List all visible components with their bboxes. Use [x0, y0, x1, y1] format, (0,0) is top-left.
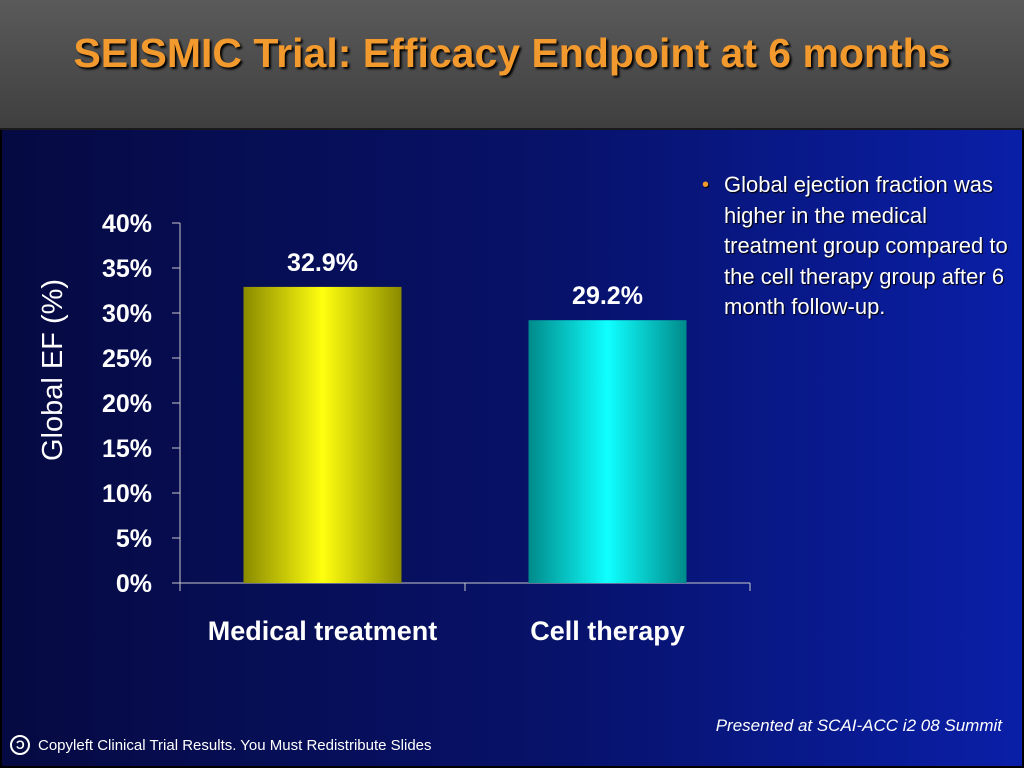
data-label: 32.9% — [287, 249, 358, 277]
bar — [528, 320, 687, 583]
y-tick-label: 30% — [102, 300, 152, 328]
y-tick-label: 10% — [102, 480, 152, 508]
y-tick-label: 0% — [116, 570, 152, 598]
data-label: 29.2% — [572, 282, 643, 310]
x-tick-label: Medical treatment — [208, 616, 438, 646]
y-axis-label: Global EF (%) — [37, 279, 69, 461]
y-tick-label: 5% — [116, 525, 152, 553]
title-bar: SEISMIC Trial: Efficacy Endpoint at 6 mo… — [0, 0, 1024, 130]
y-tick-label: 15% — [102, 435, 152, 463]
x-tick-label: Cell therapy — [530, 616, 685, 646]
y-tick-label: 35% — [102, 255, 152, 283]
bullet-point: • Global ejection fraction was higher in… — [702, 170, 1022, 323]
bullet-text: Global ejection fraction was higher in t… — [724, 172, 1008, 319]
slide-title: SEISMIC Trial: Efficacy Endpoint at 6 mo… — [73, 30, 951, 76]
y-tick-label: 20% — [102, 390, 152, 418]
presented-note: Presented at SCAI-ACC i2 08 Summit — [715, 716, 1002, 735]
copyleft-icon: C — [10, 735, 30, 755]
footer: C Copyleft Clinical Trial Results. You M… — [10, 735, 432, 755]
bar — [243, 286, 402, 583]
footer-text: Copyleft Clinical Trial Results. You Mus… — [38, 736, 432, 754]
y-tick-label: 40% — [102, 210, 152, 238]
bullet-dot-icon: • — [702, 174, 710, 196]
y-tick-label: 25% — [102, 345, 152, 373]
